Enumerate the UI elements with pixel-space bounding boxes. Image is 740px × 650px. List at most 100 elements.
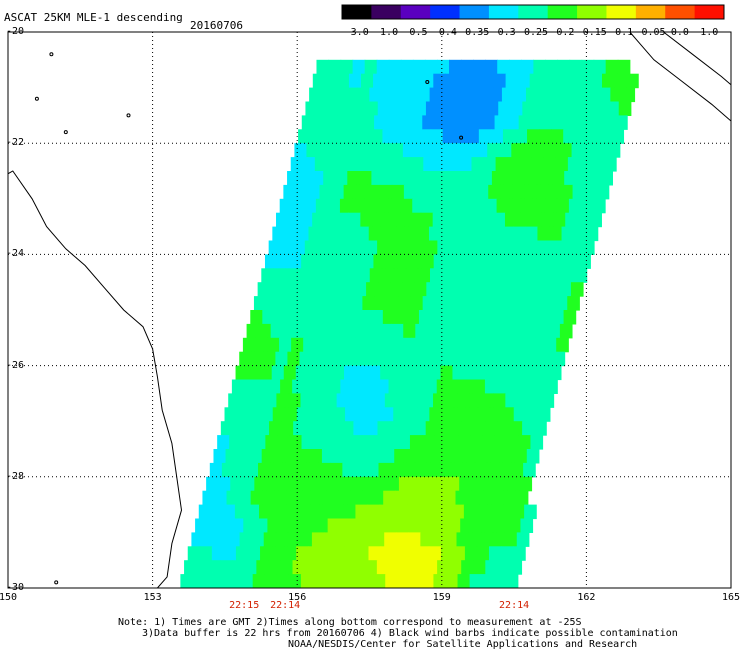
wind-cell (554, 254, 567, 269)
wind-cell (301, 254, 314, 269)
wind-cell (382, 129, 396, 144)
wind-cell (558, 101, 572, 116)
wind-cell (626, 73, 639, 89)
wind-cell (255, 518, 268, 533)
wind-cell (461, 560, 474, 575)
time-label: 22:15 (229, 600, 260, 611)
wind-cell (419, 490, 432, 506)
wind-cell (274, 310, 288, 325)
wind-cell (288, 574, 302, 588)
wind-cell (247, 365, 261, 381)
wind-cell (395, 351, 409, 367)
wind-cell (489, 87, 503, 103)
wind-cell (191, 532, 205, 547)
wind-cell (442, 449, 456, 464)
wind-cell (610, 87, 624, 103)
wind-cell (426, 282, 439, 297)
wind-cell (406, 129, 420, 144)
wind-cell (404, 365, 417, 381)
wind-cell (565, 73, 579, 89)
wind-cell (280, 560, 294, 575)
wind-cell (505, 254, 519, 269)
wind-cell (483, 476, 496, 492)
wind-cell (423, 157, 436, 172)
wind-cell (509, 59, 522, 75)
wind-cell (446, 296, 460, 311)
lon-tick-label: 162 (577, 592, 596, 603)
wind-cell (551, 310, 565, 325)
wind-cell (230, 476, 243, 492)
wind-cell (273, 268, 286, 283)
wind-cell (578, 115, 592, 130)
wind-cell (492, 212, 506, 228)
wind-cell (424, 198, 437, 214)
wind-cell (537, 226, 551, 242)
wind-cell (333, 87, 346, 103)
wind-cell (475, 504, 489, 520)
wind-cell (362, 476, 376, 492)
wind-cell (287, 351, 301, 367)
wind-cell (320, 407, 334, 422)
wind-cell (455, 310, 468, 325)
wind-cell (520, 518, 534, 533)
wind-cell (354, 143, 368, 158)
wind-cell (323, 532, 337, 547)
wind-cell (253, 296, 267, 311)
wind-cell (287, 171, 300, 186)
wind-cell (224, 407, 238, 422)
note-line-2: 3)Data buffer is 22 hrs from 20160706 4)… (142, 628, 678, 639)
wind-cell (384, 393, 398, 408)
wind-cell (221, 462, 235, 478)
wind-cell (491, 490, 505, 506)
wind-cell (343, 504, 357, 520)
wind-cell (347, 490, 360, 506)
wind-cell (360, 532, 373, 547)
wind-cell (412, 59, 426, 75)
wind-cell (520, 198, 534, 214)
wind-cell (386, 296, 400, 311)
wind-cell (489, 226, 502, 242)
wind-cell (502, 129, 516, 144)
wind-cell (465, 87, 479, 103)
wind-cell (275, 532, 289, 547)
wind-cell (563, 129, 576, 144)
wind-cell (299, 351, 313, 367)
wind-cell (299, 532, 313, 547)
wind-cell (587, 129, 600, 144)
wind-cell (496, 518, 509, 533)
wind-cell (304, 560, 318, 575)
wind-cell (569, 59, 583, 75)
wind-cell (270, 462, 283, 478)
wind-cell (294, 462, 307, 478)
wind-cell (333, 268, 347, 283)
lat-tick-label: -28 (6, 470, 25, 482)
wind-cell (321, 449, 335, 464)
wind-cell (323, 171, 336, 186)
wind-cell (393, 407, 406, 422)
wind-cell (352, 59, 366, 75)
wind-cell (241, 435, 254, 450)
wind-cell (467, 171, 481, 186)
wind-cell (508, 518, 522, 533)
wind-cell (521, 379, 534, 394)
wind-cell (337, 435, 351, 450)
wind-cell (438, 282, 452, 297)
island-outline (63, 130, 68, 135)
wind-cell (456, 351, 469, 367)
wind-cell (534, 282, 548, 297)
wind-cell (566, 254, 579, 269)
wind-cell (480, 212, 494, 228)
colorbar-label: -0.05 (635, 27, 666, 38)
wind-cell (229, 435, 242, 450)
wind-cell (474, 101, 487, 116)
wind-cell (397, 435, 411, 450)
wind-cell (577, 212, 590, 228)
wind-cell (239, 351, 252, 367)
wind-cell (414, 282, 427, 297)
wind-cell (606, 101, 620, 116)
wind-cell (439, 143, 452, 158)
wind-cell (305, 282, 319, 297)
wind-cell (347, 351, 361, 367)
lon-tick-label: 159 (432, 592, 451, 603)
wind-cell (361, 73, 374, 89)
